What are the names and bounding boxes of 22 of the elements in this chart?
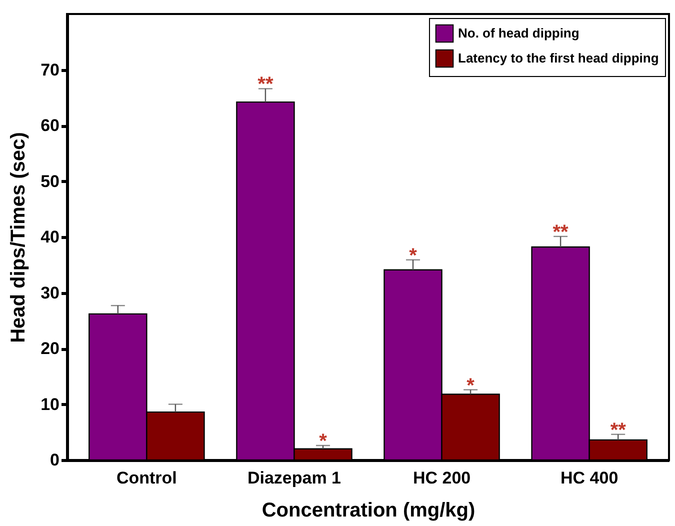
- y-tick-label: 70: [40, 60, 60, 80]
- x-axis-title: Concentration (mg/kg): [262, 500, 476, 522]
- y-axis-title: Head dips/Times (sec): [8, 132, 30, 343]
- y-tick-label: 40: [40, 228, 60, 246]
- x-tick-label: Diazepam 1: [247, 468, 341, 488]
- y-tick-label: 20: [40, 339, 60, 358]
- x-tick-label: HC 200: [412, 468, 471, 488]
- annotation: **: [610, 419, 626, 442]
- annotation: **: [258, 74, 274, 96]
- annotation: *: [319, 430, 328, 453]
- y-tick-label: 0: [50, 450, 60, 470]
- legend-label: Latency to the first head dipping: [458, 50, 659, 66]
- y-tick-label: 60: [40, 116, 60, 135]
- annotation: *: [409, 244, 418, 267]
- annotation: *: [466, 374, 475, 397]
- y-tick-label: 30: [40, 283, 60, 302]
- y-tick-label: 50: [40, 172, 60, 191]
- y-tick-label: 10: [40, 394, 60, 414]
- x-tick-label: Control: [116, 468, 177, 488]
- x-tick-label: HC 400: [560, 468, 618, 488]
- legend-label: No. of head dipping: [458, 26, 580, 40]
- annotation: **: [552, 221, 569, 244]
